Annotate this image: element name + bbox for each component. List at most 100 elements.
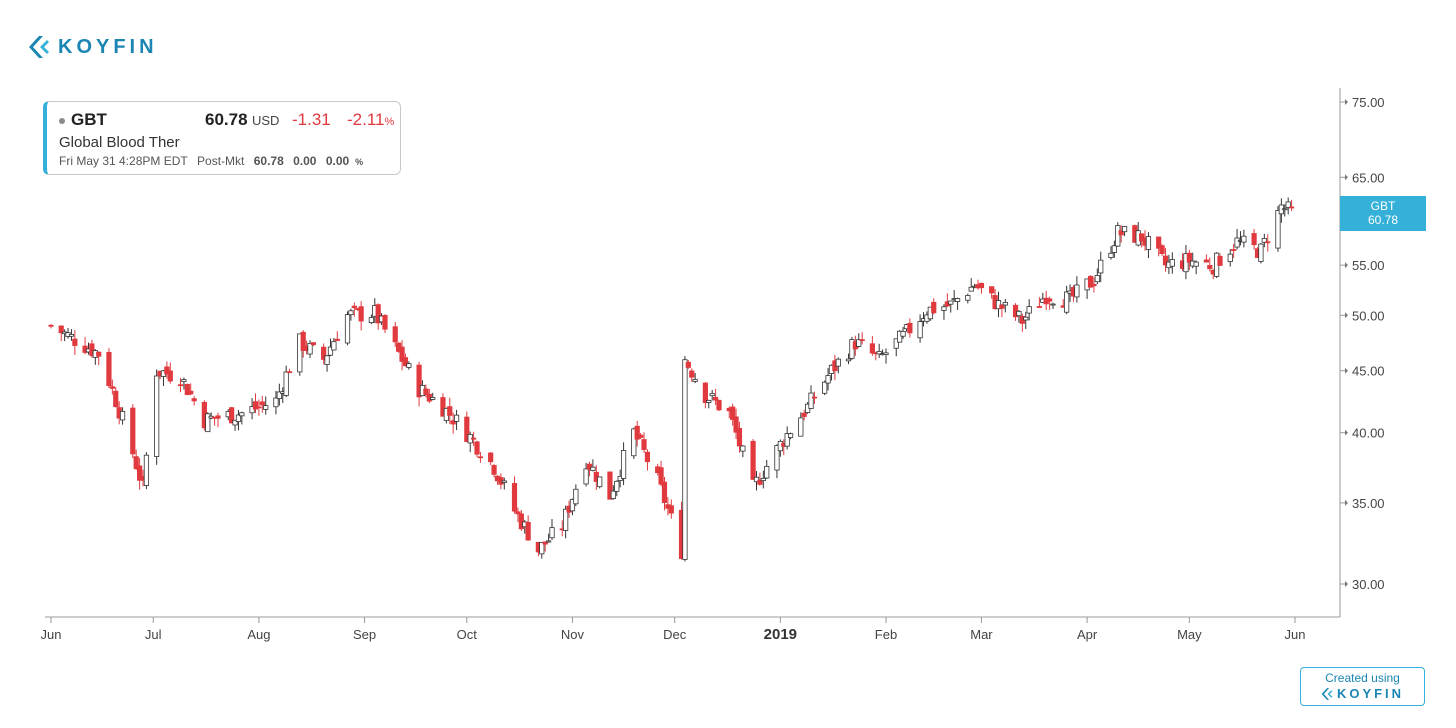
current-price-tag: GBT 60.78 <box>1340 196 1426 231</box>
candle-body <box>753 476 760 483</box>
candle-body <box>631 428 637 457</box>
candle-body <box>835 358 841 367</box>
x-tick-label: Jun <box>41 627 62 642</box>
candle-body <box>286 371 293 374</box>
koyfin-logo[interactable]: KOYFIN <box>28 34 158 60</box>
candle-body <box>300 331 306 351</box>
status-dot-icon <box>59 118 65 124</box>
candle-body <box>658 467 664 485</box>
candle-body <box>1193 261 1199 267</box>
price-tag-ticker: GBT <box>1370 199 1396 213</box>
candle-body <box>501 480 507 483</box>
candle-body <box>760 477 766 482</box>
candle-body <box>716 399 722 411</box>
candle-body <box>351 305 357 309</box>
candle-body <box>546 540 552 543</box>
candle-body <box>331 341 337 351</box>
candle-body <box>1047 298 1053 302</box>
ticker-symbol[interactable]: GBT <box>71 110 107 129</box>
candle-body <box>811 396 818 399</box>
logo-text: KOYFIN <box>58 35 158 58</box>
candle-body <box>607 471 613 500</box>
candle-body <box>324 355 330 365</box>
price-tag-value: 60.78 <box>1367 213 1399 227</box>
candle-body <box>525 522 531 541</box>
quote-meta-row: Fri May 31 4:28PM EDT Post-Mkt 60.78 0.0… <box>59 154 375 168</box>
candle-body <box>106 351 112 387</box>
candle-body <box>822 381 828 394</box>
candle-body <box>706 400 712 403</box>
candle-body <box>167 370 173 382</box>
post-percent-sign: % <box>355 157 364 167</box>
post-market-price: 60.78 <box>253 154 284 168</box>
candle-body <box>307 342 313 355</box>
candle-body <box>68 333 75 337</box>
created-using-badge[interactable]: Created using KOYFIN <box>1300 667 1425 706</box>
candle-body <box>1094 275 1100 283</box>
candle-body <box>488 452 494 463</box>
y-tick-arrow-icon <box>1345 499 1348 506</box>
candle-body <box>1016 310 1022 317</box>
candle-body <box>1156 236 1162 249</box>
candle-body <box>259 401 265 406</box>
candle-body <box>736 427 743 447</box>
candle-body <box>252 401 259 410</box>
quote-info-box: GBT 60.78 USD -1.31 -2.11% Global Blood … <box>43 101 401 175</box>
candle-body <box>968 286 974 292</box>
candle-body <box>569 498 576 512</box>
candle-body <box>1285 201 1291 208</box>
percent-sign: % <box>384 116 395 128</box>
candle-body <box>256 406 262 409</box>
candle-body <box>188 390 194 395</box>
candle-body <box>154 375 160 457</box>
candle-body <box>644 451 651 463</box>
candle-body <box>273 397 279 408</box>
candle-body <box>549 527 555 539</box>
candle-body <box>931 301 937 314</box>
x-tick-label: May <box>1177 627 1202 642</box>
candle-body <box>989 286 995 294</box>
candle-body <box>1121 226 1128 233</box>
candle-body <box>1050 303 1056 306</box>
candle-body <box>89 343 95 356</box>
candle-body <box>859 339 865 342</box>
candle-body <box>1186 252 1192 263</box>
candle-body <box>539 542 545 555</box>
candle-body <box>1159 245 1165 254</box>
y-tick-label: 75.00 <box>1352 95 1385 110</box>
candle-body <box>638 434 644 438</box>
candle-body <box>375 304 381 324</box>
candle-body <box>774 445 780 471</box>
y-tick-arrow-icon <box>1345 367 1348 374</box>
chart-axes: 75.00 65.00 55.00 50.00 45.00 40.00 35.00 30.00… <box>41 88 1385 643</box>
candle-body <box>430 397 436 400</box>
candle-body <box>941 306 947 311</box>
x-tick-label: Aug <box>247 627 270 642</box>
currency: USD <box>252 113 280 128</box>
y-tick-label: 65.00 <box>1352 170 1385 185</box>
candle-body <box>310 342 317 346</box>
candle-body <box>907 322 913 334</box>
candle-body <box>205 413 211 433</box>
candle-body <box>477 456 484 459</box>
x-tick-label: Jul <box>145 627 162 642</box>
candle-body <box>440 397 446 417</box>
candle-body <box>1265 241 1271 244</box>
created-brand-text: KOYFIN <box>1336 686 1405 701</box>
candle-body <box>917 321 923 339</box>
quote-timestamp: Fri May 31 4:28PM EDT <box>59 154 188 168</box>
candle-body <box>995 300 1002 310</box>
candle-body <box>784 433 790 447</box>
y-tick-label: 30.00 <box>1352 577 1385 592</box>
y-tick-arrow-icon <box>1345 262 1348 269</box>
candle-body <box>334 338 340 341</box>
candle-body <box>58 325 64 334</box>
candle-body <box>181 379 187 382</box>
candle-body <box>692 379 698 382</box>
candle-body <box>1036 306 1042 308</box>
x-tick-label: Jun <box>1285 627 1306 642</box>
candle-body <box>1288 206 1295 209</box>
post-market-label: Post-Mkt <box>197 154 245 168</box>
x-tick-label: Mar <box>970 627 993 642</box>
